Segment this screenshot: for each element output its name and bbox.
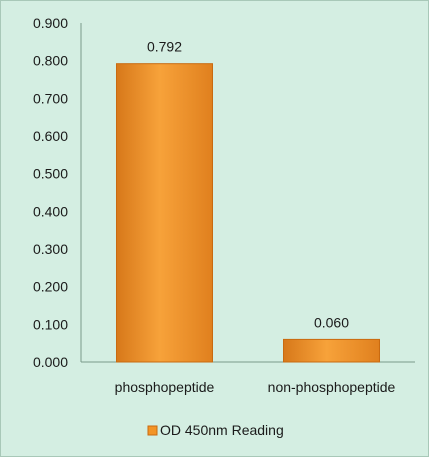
bar-value-label: 0.060	[314, 314, 349, 330]
bar	[116, 63, 213, 363]
bar-value-label: 0.792	[147, 39, 182, 55]
legend-swatch	[147, 425, 158, 436]
y-tick-label: 0.100	[33, 316, 68, 332]
y-tick-label: 0.300	[33, 241, 68, 257]
y-tick-label: 0.500	[33, 166, 68, 182]
y-tick-label: 0.600	[33, 128, 68, 144]
y-tick-label: 0.200	[33, 279, 68, 295]
legend: OD 450nm Reading	[147, 422, 284, 438]
y-tick-label: 0.800	[33, 53, 68, 69]
category-label: non-phosphopeptide	[268, 379, 396, 395]
category-labels: phosphopeptide non-phosphopeptide	[115, 379, 396, 395]
y-axis-ticks: 0.000 0.100 0.200 0.300 0.400 0.500 0.600 0.700…	[33, 15, 68, 370]
legend-label: OD 450nm Reading	[160, 422, 284, 438]
y-tick-label: 0.400	[33, 203, 68, 219]
y-tick-label: 0.000	[33, 354, 68, 370]
data-labels: 0.792 0.060	[147, 39, 349, 331]
y-tick-label: 0.900	[33, 15, 68, 31]
bar	[283, 338, 380, 363]
bars	[116, 63, 380, 363]
y-tick-label: 0.700	[33, 90, 68, 106]
category-label: phosphopeptide	[115, 379, 215, 395]
